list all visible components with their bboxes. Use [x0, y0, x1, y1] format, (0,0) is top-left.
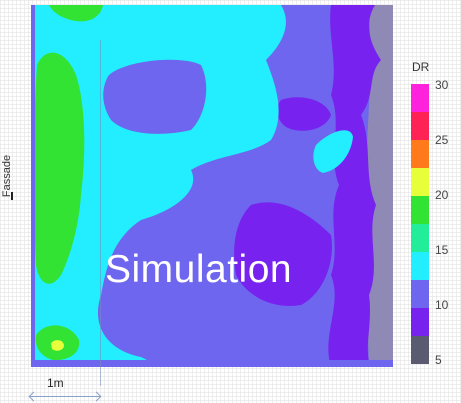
- contour-purple-patch-upper: [277, 97, 331, 131]
- color-legend: [411, 84, 429, 364]
- contour-bottom-band: [31, 360, 393, 367]
- legend-band: [411, 336, 429, 364]
- legend-band: [411, 252, 429, 280]
- facade-label: Fassade: [1, 154, 14, 198]
- contour-green-top: [49, 5, 103, 22]
- legend-tick-20: 20: [435, 188, 449, 202]
- legend-tick-10: 10: [435, 298, 449, 312]
- legend-band: [411, 308, 429, 336]
- contour-right-edge: [367, 5, 393, 367]
- draft-rate-contour-map: [31, 5, 393, 367]
- contour-left-border: [31, 5, 35, 367]
- contour-cyan-zone: [31, 5, 286, 367]
- scale-bar-arrow-icon: [30, 396, 100, 397]
- legend-tick-30: 30: [435, 78, 449, 92]
- legend-tick-25: 25: [435, 133, 449, 147]
- legend-band: [411, 224, 429, 252]
- legend-band: [411, 196, 429, 224]
- scale-reference-line: [100, 40, 101, 386]
- legend-band: [411, 168, 429, 196]
- legend-tick-15: 15: [435, 243, 449, 257]
- legend-band: [411, 280, 429, 308]
- contour-purple-band: [328, 5, 381, 367]
- simulation-label: Simulation: [105, 248, 293, 291]
- legend-title: DR: [412, 60, 430, 74]
- contour-cyan-island: [313, 130, 353, 173]
- legend-band: [411, 84, 429, 112]
- facade-arrow-icon: [11, 192, 18, 200]
- scale-label: 1m: [47, 376, 64, 390]
- contour-green-strip: [33, 52, 85, 284]
- contour-calm-pocket: [103, 59, 207, 134]
- contour-purple-patch: [234, 202, 332, 306]
- contour-yellow-spot: [51, 340, 64, 351]
- legend-band: [411, 112, 429, 140]
- legend-band: [411, 140, 429, 168]
- legend-tick-5: 5: [435, 353, 442, 367]
